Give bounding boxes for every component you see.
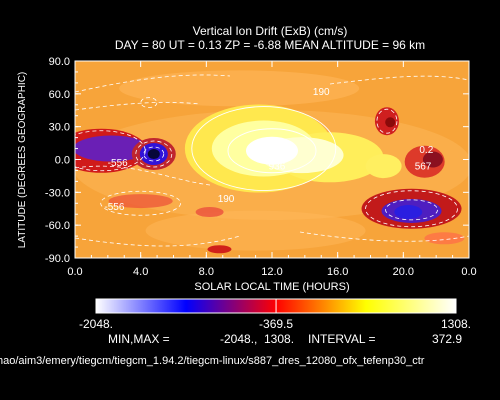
- contour-label: 567: [415, 161, 432, 172]
- colorbar-label: -2048.: [79, 317, 113, 331]
- contour-nw-small: [140, 97, 158, 108]
- contour-190: [191, 106, 337, 192]
- field-dawn-min: [147, 149, 160, 160]
- interval-value: 372.9: [432, 332, 462, 346]
- y-tick-label: -30.0: [45, 187, 70, 199]
- contour-label: 190: [218, 194, 235, 205]
- field-south-west-neg: [108, 194, 173, 209]
- field-north-neg-core: [385, 117, 396, 128]
- field-south-east: [424, 232, 465, 245]
- field-night-neg-core: [75, 135, 150, 162]
- y-tick-label: 90.0: [49, 56, 70, 68]
- contour-dawn-2: [143, 146, 165, 162]
- chart-subtitle: DAY = 80 UT = 0.13 ZP = -6.88 MEAN ALTIT…: [115, 38, 425, 52]
- x-tick-label: 0.0: [461, 266, 476, 278]
- contour-dawn-1: [135, 140, 173, 168]
- y-axis: 90.0 60.0 30.0 0.0 -30.0 -60.0 -90.0: [45, 56, 469, 265]
- y-tick-label: -90.0: [45, 253, 70, 265]
- y-axis-label: LATITUDE (DEGREES GEOGRAPHIC): [17, 72, 28, 249]
- contour-night: [75, 130, 146, 172]
- field-south-neg-core: [394, 205, 423, 220]
- contour-labels: 190 190 936 -556 -556 0.2 567: [104, 87, 433, 213]
- contour-line-eq: [75, 165, 211, 186]
- field-north: [119, 70, 360, 107]
- footer-path: hao/aim3/emery/tiegcm/tiegcm_1.94.2/tieg…: [0, 355, 425, 367]
- field-day-max: [246, 136, 298, 165]
- interval-label: INTERVAL =: [308, 332, 375, 346]
- field-south-spot: [195, 207, 224, 218]
- contour-north: [376, 108, 398, 134]
- field-bottom-spot: [207, 245, 232, 254]
- contour-line-n1: [75, 74, 231, 93]
- x-tick-label: 12.0: [261, 266, 282, 278]
- x-axis: 0.0 4.0 8.0 12.0 16.0 20.0 0.0: [67, 61, 477, 278]
- colorbar-label: 1308.: [441, 317, 471, 331]
- field-layer: [75, 70, 469, 254]
- field-south: [145, 210, 366, 251]
- y-tick-label: 0.0: [55, 155, 70, 167]
- contour-label: -556: [104, 202, 124, 213]
- contour-line-s2: [299, 231, 469, 242]
- max-value: 1308.: [264, 332, 294, 346]
- contour-line-n3: [75, 102, 201, 111]
- contour-layer: [75, 74, 469, 247]
- contour-south-2: [385, 199, 438, 221]
- y-tick-label: -60.0: [45, 220, 70, 232]
- x-tick-label: 20.0: [393, 266, 414, 278]
- field-dusk-pos: [365, 154, 402, 179]
- colorbar-label: -369.5: [259, 317, 293, 331]
- x-tick-label: 4.0: [133, 266, 148, 278]
- contour-label: 0.2: [419, 145, 433, 156]
- field-dusk-neg-core: [422, 151, 443, 168]
- contour-label: 936: [269, 161, 286, 172]
- y-tick-label: 30.0: [49, 122, 70, 134]
- x-tick-label: 0.0: [67, 266, 82, 278]
- contour-south-1: [365, 190, 458, 228]
- contour-label: 190: [313, 87, 330, 98]
- chart-title: Vertical Ion Drift (ExB) (cm/s): [193, 24, 348, 38]
- y-tick-label: 60.0: [49, 89, 70, 101]
- min-value: -2048.,: [220, 332, 257, 346]
- x-axis-label: SOLAR LOCAL TIME (HOURS): [194, 281, 349, 293]
- contour-line-s1: [75, 235, 241, 247]
- x-tick-label: 16.0: [327, 266, 348, 278]
- x-tick-label: 8.0: [199, 266, 214, 278]
- min-max-label: MIN,MAX =: [108, 332, 170, 346]
- contour-936: [227, 128, 317, 174]
- colorbar-labels: -2048. -369.5 1308.: [79, 299, 471, 331]
- contour-line-n2: [329, 75, 469, 85]
- contour-sw: [100, 190, 182, 216]
- contour-label: -556: [108, 158, 128, 169]
